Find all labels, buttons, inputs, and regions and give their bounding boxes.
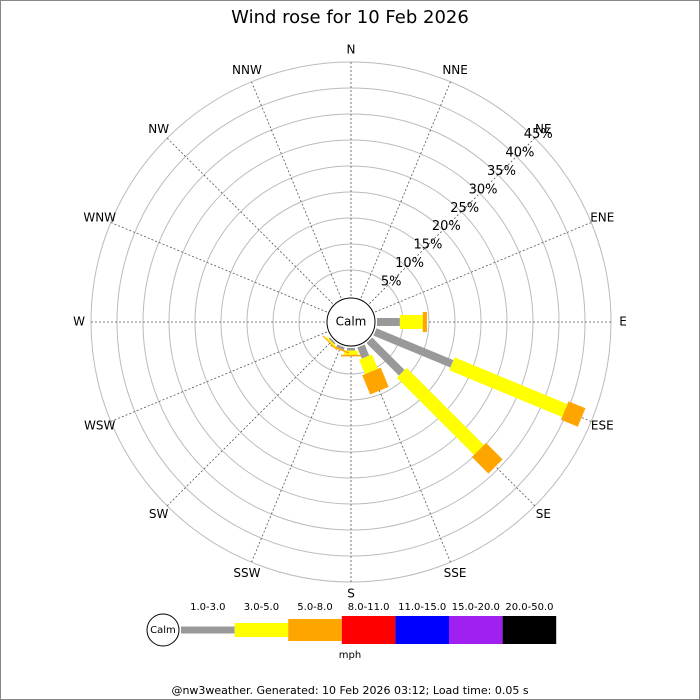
calm-circle bbox=[326, 297, 376, 347]
direction-label: SW bbox=[149, 507, 169, 521]
legend-label: 1.0-3.0 bbox=[190, 602, 225, 613]
spoke bbox=[374, 222, 592, 313]
wind-bar bbox=[471, 442, 503, 474]
spoke bbox=[110, 222, 328, 313]
legend-swatch bbox=[288, 619, 342, 641]
spoke bbox=[369, 137, 536, 304]
legend-label: 15.0-20.0 bbox=[452, 602, 500, 613]
ring-label: 40% bbox=[505, 146, 534, 161]
spoke bbox=[166, 340, 333, 507]
legend-label: 3.0-5.0 bbox=[244, 602, 279, 613]
wind-bar bbox=[362, 367, 389, 395]
direction-label: NNE bbox=[442, 63, 468, 77]
wind-bar bbox=[366, 337, 405, 376]
units-label: mph bbox=[339, 650, 361, 661]
wind-bar bbox=[328, 337, 336, 345]
legend-swatch bbox=[395, 616, 449, 644]
spoke bbox=[110, 331, 328, 422]
wind-bar bbox=[396, 367, 484, 455]
spoke bbox=[360, 345, 451, 563]
direction-label: WSW bbox=[84, 419, 115, 433]
wind-bar bbox=[449, 357, 568, 418]
wind-bar bbox=[325, 336, 337, 348]
ring-label: 45% bbox=[524, 127, 553, 142]
direction-label: N bbox=[347, 43, 356, 57]
legend-swatch bbox=[449, 616, 503, 644]
legend-swatch bbox=[181, 626, 235, 634]
wind-bar bbox=[357, 344, 370, 359]
wind-bar bbox=[560, 401, 586, 427]
calm-label: Calm bbox=[336, 315, 367, 329]
wind-bar bbox=[359, 354, 378, 375]
direction-label: S bbox=[347, 587, 355, 601]
spoke bbox=[251, 81, 342, 299]
ring-label: 15% bbox=[414, 238, 443, 253]
wind-bar bbox=[336, 344, 345, 350]
direction-label: NE bbox=[535, 122, 552, 136]
direction-label: NW bbox=[148, 122, 169, 136]
chart-title: Wind rose for 10 Feb 2026 bbox=[231, 7, 469, 28]
direction-label: ESE bbox=[591, 419, 614, 433]
wind-bar bbox=[373, 328, 454, 368]
legend-label: 11.0-15.0 bbox=[398, 602, 446, 613]
legend-swatch bbox=[502, 616, 557, 644]
ring-label: 10% bbox=[395, 256, 424, 271]
spoke bbox=[360, 81, 451, 299]
spoke bbox=[166, 137, 333, 304]
direction-label: ENE bbox=[590, 210, 614, 224]
legend-calm bbox=[146, 613, 180, 647]
direction-label: SSW bbox=[233, 566, 260, 580]
direction-label: NNW bbox=[232, 63, 262, 77]
direction-label: WNW bbox=[83, 210, 116, 224]
ring-label: 30% bbox=[469, 182, 498, 197]
wind-bar bbox=[330, 344, 350, 354]
direction-label: SE bbox=[536, 507, 551, 521]
ring-label: 35% bbox=[487, 164, 516, 179]
legend-label: 20.0-50.0 bbox=[505, 602, 553, 613]
direction-label: E bbox=[619, 315, 627, 329]
legend-swatch bbox=[234, 623, 289, 637]
direction-label: W bbox=[73, 315, 85, 329]
direction-label: SSE bbox=[444, 566, 467, 580]
footer: @nw3weather. Generated: 10 Feb 2026 03:1… bbox=[171, 684, 528, 697]
legend-label: 8.0-11.0 bbox=[348, 602, 390, 613]
ring-label: 5% bbox=[381, 274, 402, 289]
wind-bar bbox=[322, 335, 338, 351]
ring-label: 20% bbox=[432, 219, 461, 234]
ring-label: 25% bbox=[450, 201, 479, 216]
legend-label: 5.0-8.0 bbox=[297, 602, 332, 613]
legend-calm-label: Calm bbox=[150, 625, 176, 636]
spoke bbox=[251, 345, 342, 563]
legend-swatch bbox=[341, 616, 396, 644]
